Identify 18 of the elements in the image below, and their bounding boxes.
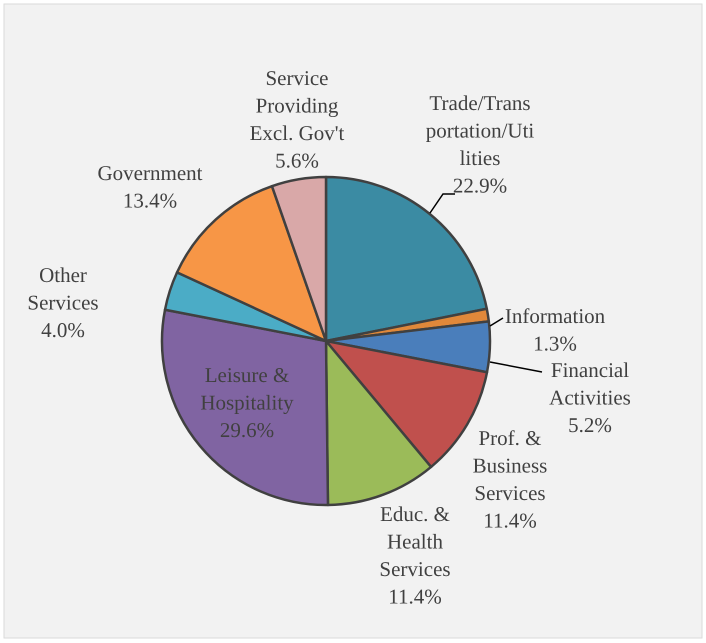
slice-label: Leisure & Hospitality <box>200 363 294 414</box>
data-label: 1.3% <box>533 332 577 356</box>
slice-label: Information <box>504 304 606 328</box>
slice-label: Government <box>98 161 203 185</box>
slice-label: Service Providing Excl. Gov't <box>250 66 345 145</box>
data-label: 5.2% <box>568 413 612 437</box>
slice-label: Prof. & Business Services <box>472 426 548 505</box>
data-label: 22.9% <box>452 174 508 198</box>
slice-label: Financial Activities <box>549 358 631 410</box>
data-label: 13.4% <box>122 188 178 212</box>
data-label: 5.6% <box>275 148 319 172</box>
data-label: 11.4% <box>483 508 537 532</box>
slice-label: Educ. & Health Services <box>379 502 451 581</box>
data-label: 4.0% <box>41 318 85 342</box>
data-label: 11.4% <box>388 584 442 608</box>
data-label: 29.6% <box>220 418 274 442</box>
slice-label: Trade/Transportation/Utilities <box>426 91 534 170</box>
slice-label: Other Services <box>27 263 99 314</box>
